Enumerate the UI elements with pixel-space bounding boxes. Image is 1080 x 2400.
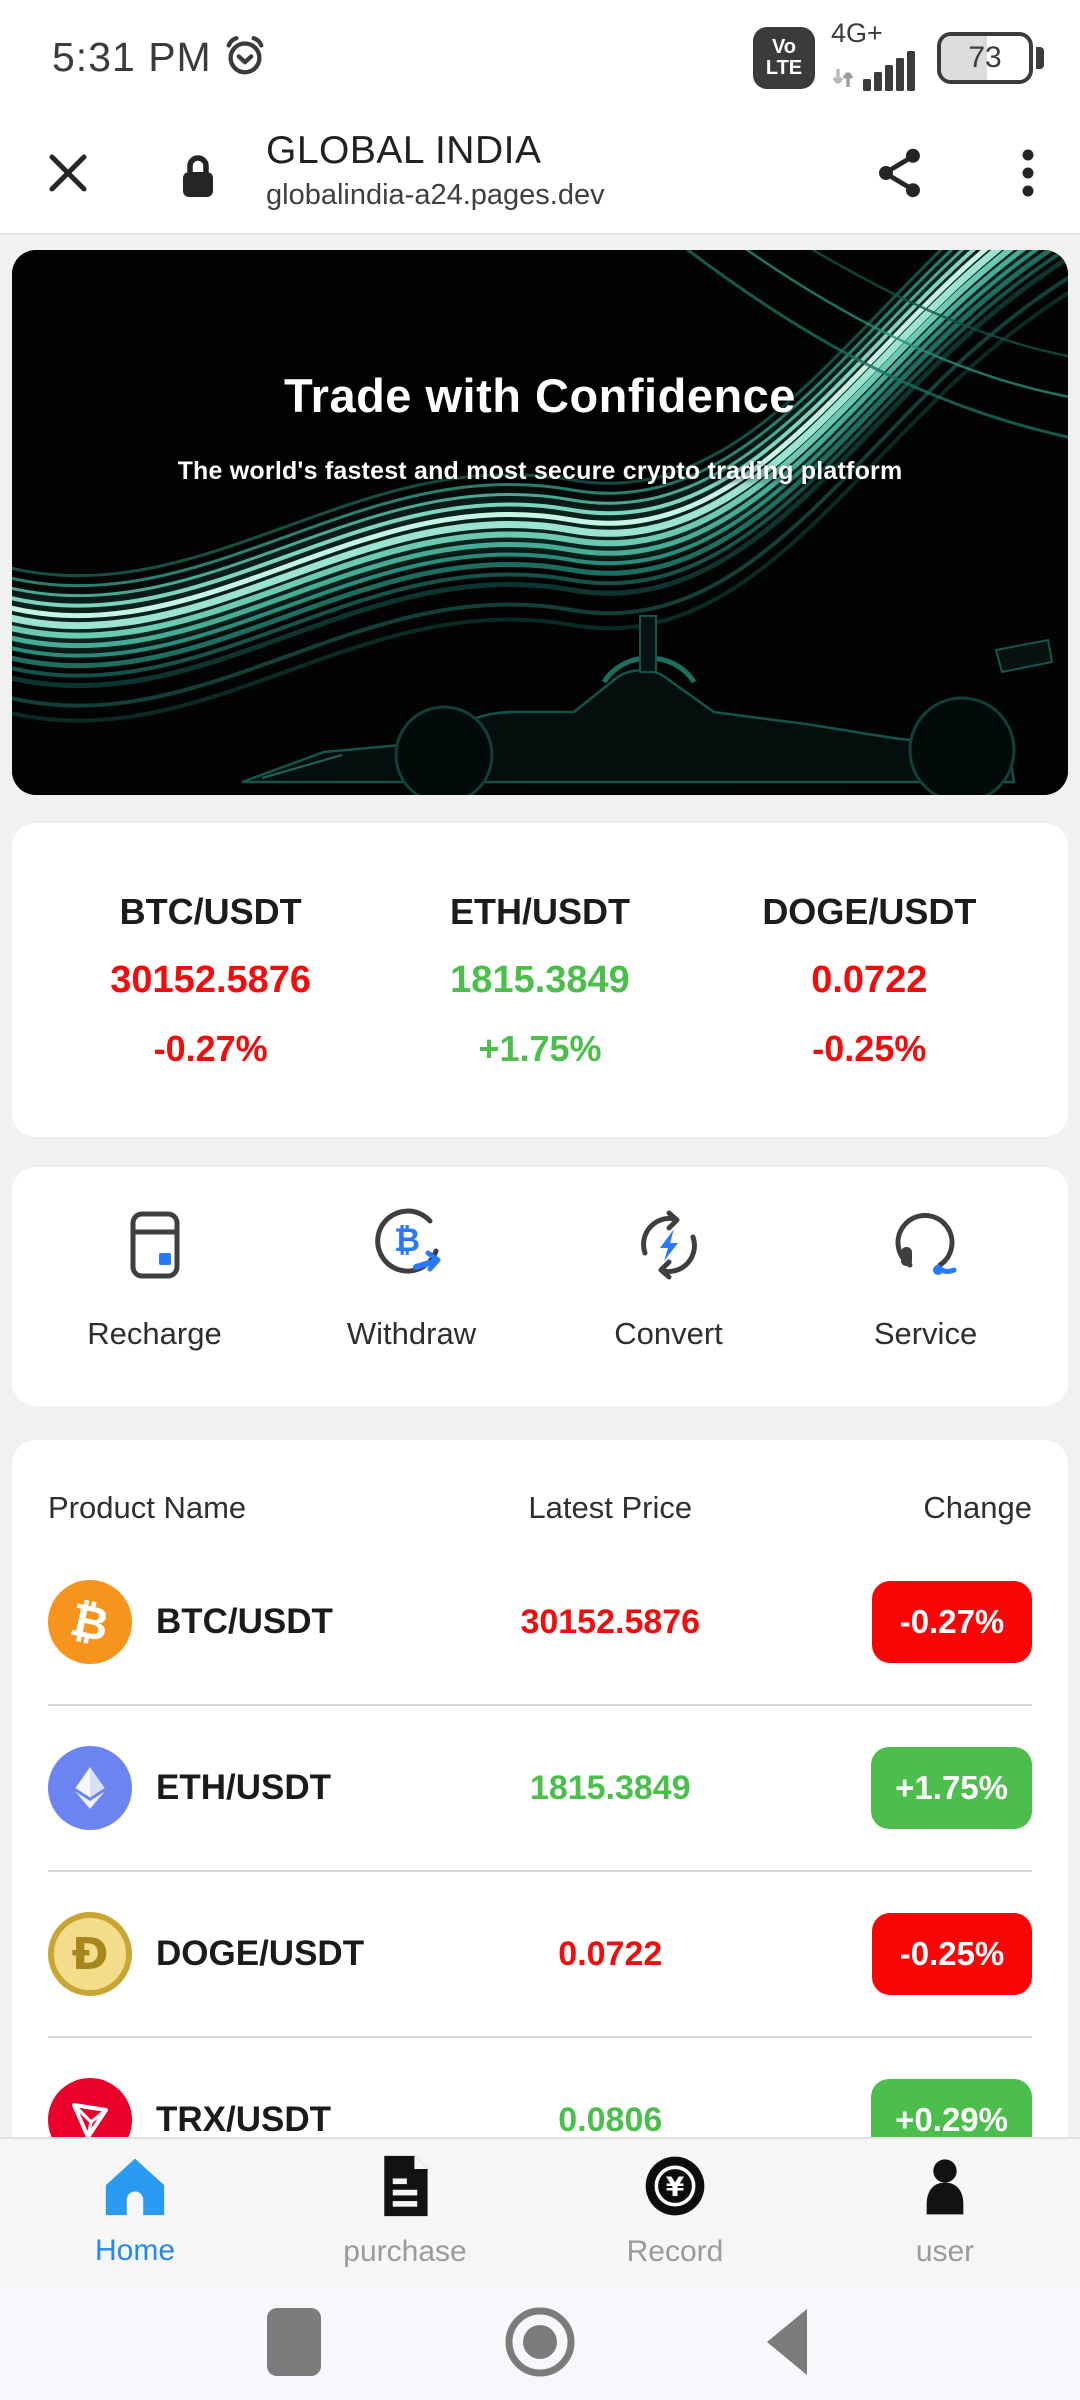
close-icon[interactable] bbox=[42, 147, 94, 204]
btc-coin-icon: ₿ bbox=[48, 1580, 132, 1664]
action-label: Recharge bbox=[87, 1316, 222, 1351]
change-badge: +1.75% bbox=[871, 1747, 1032, 1829]
table-row-btc[interactable]: ₿ BTC/USDT 30152.5876 -0.27% bbox=[48, 1540, 1032, 1704]
ticker-card: BTC/USDT 30152.5876 -0.27% ETH/USDT 1815… bbox=[12, 823, 1068, 1137]
page-title-block: GLOBAL INDIA globalindia-a24.pages.dev bbox=[266, 129, 605, 212]
table-row-eth[interactable]: ETH/USDT 1815.3849 +1.75% bbox=[48, 1706, 1032, 1870]
header-latest-price: Latest Price bbox=[528, 1490, 693, 1525]
table-row-doge[interactable]: Ð DOGE/USDT 0.0722 -0.25% bbox=[48, 1872, 1032, 2036]
convert-arrows-icon bbox=[631, 1207, 707, 1288]
pair-symbol: TRX/USDT bbox=[156, 2100, 331, 2139]
header-change: Change bbox=[923, 1490, 1032, 1525]
svg-text:₿: ₿ bbox=[393, 1221, 419, 1259]
pair-symbol: BTC/USDT bbox=[156, 1602, 333, 1641]
ticker-change: -0.25% bbox=[812, 1027, 927, 1069]
page-title: GLOBAL INDIA bbox=[266, 129, 542, 172]
alarm-icon bbox=[222, 32, 268, 83]
convert-button[interactable]: Convert bbox=[540, 1207, 797, 1352]
action-label: Withdraw bbox=[346, 1316, 477, 1351]
pair-price: 0.0722 bbox=[558, 1934, 663, 1973]
tab-label: Home bbox=[94, 2233, 176, 2267]
tab-record[interactable]: ¥ Record bbox=[540, 2139, 810, 2283]
ticker-doge[interactable]: DOGE/USDT 0.0722 -0.25% bbox=[705, 891, 1034, 1070]
service-button[interactable]: Service bbox=[797, 1207, 1054, 1352]
row-divider bbox=[48, 1704, 1032, 1706]
network-indicator: 4G+ bbox=[831, 17, 921, 96]
clock-time: 5:31 PM bbox=[52, 34, 212, 80]
recharge-button[interactable]: Recharge bbox=[26, 1207, 283, 1352]
browser-header: GLOBAL INDIA globalindia-a24.pages.dev bbox=[0, 115, 1080, 235]
hero-text-block: Trade with Confidence The world's fastes… bbox=[12, 368, 1068, 486]
purchase-document-icon bbox=[376, 2154, 434, 2223]
ticker-symbol: DOGE/USDT bbox=[762, 890, 977, 932]
ticker-eth[interactable]: ETH/USDT 1815.3849 +1.75% bbox=[375, 891, 704, 1070]
ticker-symbol: BTC/USDT bbox=[119, 890, 302, 932]
volte-badge: Vo LTE bbox=[753, 26, 815, 89]
ticker-change: -0.27% bbox=[153, 1027, 268, 1069]
back-button[interactable] bbox=[746, 2302, 826, 2382]
webview-content: Trade with Confidence The world's fastes… bbox=[0, 237, 1080, 2400]
action-label: Convert bbox=[614, 1316, 723, 1351]
quick-actions-card: Recharge ₿ Withdraw bbox=[12, 1167, 1068, 1406]
tab-purchase[interactable]: purchase bbox=[270, 2139, 540, 2283]
change-badge: -0.27% bbox=[872, 1581, 1032, 1663]
ticker-btc[interactable]: BTC/USDT 30152.5876 -0.27% bbox=[46, 891, 375, 1070]
user-icon bbox=[915, 2154, 975, 2223]
tab-label: user bbox=[915, 2234, 975, 2268]
tab-home[interactable]: Home bbox=[0, 2139, 270, 2283]
pair-price: 0.0806 bbox=[558, 2100, 663, 2139]
share-icon[interactable] bbox=[872, 145, 928, 206]
battery-indicator: 73 bbox=[937, 31, 1044, 84]
signal-bars-icon bbox=[863, 49, 921, 96]
ticker-symbol: ETH/USDT bbox=[449, 890, 630, 932]
action-label: Service bbox=[873, 1316, 978, 1351]
home-icon bbox=[102, 2155, 168, 2222]
recharge-card-icon bbox=[117, 1207, 193, 1288]
withdraw-button[interactable]: ₿ Withdraw bbox=[283, 1207, 540, 1352]
ticker-price: 1815.3849 bbox=[450, 958, 630, 1001]
hero-banner: Trade with Confidence The world's fastes… bbox=[12, 250, 1068, 795]
battery-fill bbox=[941, 35, 987, 80]
system-navigation-bar bbox=[0, 2283, 1080, 2400]
pair-price: 30152.5876 bbox=[520, 1602, 701, 1641]
f1-car-silhouette bbox=[241, 615, 1054, 795]
headset-service-icon bbox=[888, 1207, 964, 1288]
ticker-price: 0.0722 bbox=[811, 958, 928, 1001]
ticker-change: +1.75% bbox=[478, 1027, 602, 1069]
overflow-menu-icon[interactable] bbox=[1002, 143, 1054, 208]
hero-title: Trade with Confidence bbox=[284, 369, 796, 422]
tab-label: Record bbox=[626, 2234, 724, 2268]
tab-label: purchase bbox=[343, 2234, 467, 2268]
home-button[interactable] bbox=[500, 2302, 580, 2382]
hero-waves-art bbox=[12, 250, 1068, 795]
record-yen-icon: ¥ bbox=[643, 2154, 707, 2223]
header-product-name: Product Name bbox=[48, 1490, 247, 1525]
lock-icon bbox=[176, 151, 220, 206]
svg-text:¥: ¥ bbox=[666, 2171, 685, 2202]
hero-subtitle: The world's fastest and most secure cryp… bbox=[177, 457, 903, 485]
row-divider bbox=[48, 1870, 1032, 1872]
network-type-label: 4G+ bbox=[831, 17, 883, 48]
data-arrows-icon bbox=[831, 65, 857, 96]
recents-button[interactable] bbox=[254, 2302, 334, 2382]
row-divider bbox=[48, 2036, 1032, 2038]
eth-coin-icon bbox=[48, 1746, 132, 1830]
change-badge: -0.25% bbox=[872, 1913, 1032, 1995]
pair-price: 1815.3849 bbox=[529, 1768, 691, 1807]
withdraw-bitcoin-icon: ₿ bbox=[374, 1207, 450, 1288]
ticker-price: 30152.5876 bbox=[110, 958, 312, 1001]
status-bar: 5:31 PM Vo LTE 4G+ bbox=[0, 0, 1080, 115]
tab-user[interactable]: user bbox=[810, 2139, 1080, 2283]
bottom-nav: Home purchase ¥ R bbox=[0, 2137, 1080, 2283]
table-header-row: Product Name Latest Price Change bbox=[48, 1476, 1032, 1540]
page-url: globalindia-a24.pages.dev bbox=[266, 179, 605, 211]
doge-coin-icon: Ð bbox=[48, 1912, 132, 1996]
pair-symbol: DOGE/USDT bbox=[156, 1934, 365, 1973]
pair-symbol: ETH/USDT bbox=[156, 1768, 331, 1807]
market-table-card: Product Name Latest Price Change ₿ BTC/U… bbox=[12, 1440, 1068, 2242]
battery-percent: 73 bbox=[968, 40, 1002, 74]
